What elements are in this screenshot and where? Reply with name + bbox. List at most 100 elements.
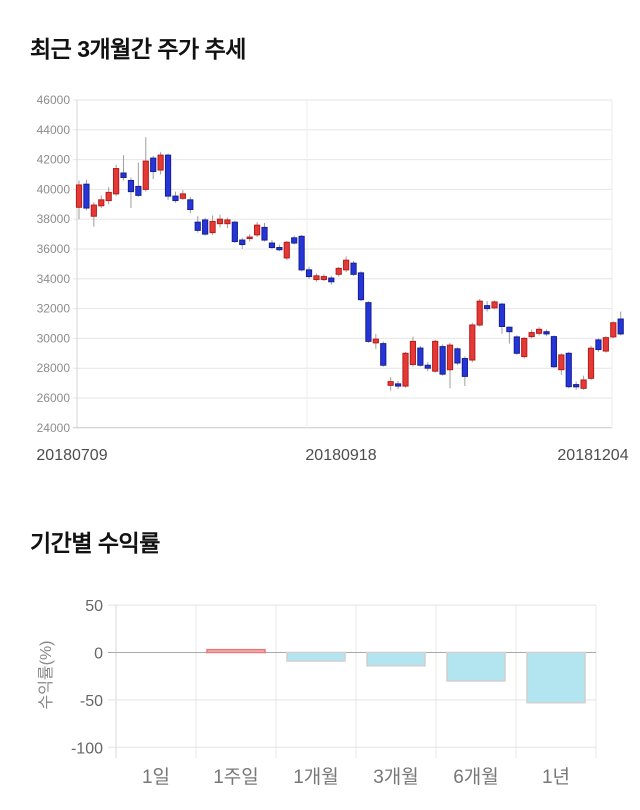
candlestick-up[interactable] bbox=[587, 345, 595, 381]
candlestick-up[interactable] bbox=[113, 164, 120, 197]
candlestick-up[interactable] bbox=[75, 180, 83, 220]
return-bar-6개월[interactable] bbox=[446, 651, 506, 682]
candle-body bbox=[454, 348, 461, 364]
candle-body bbox=[320, 276, 327, 281]
candlestick-up[interactable] bbox=[387, 377, 394, 391]
candlestick-down[interactable] bbox=[231, 220, 238, 244]
candlestick-up[interactable] bbox=[476, 298, 483, 327]
candlestick-up[interactable] bbox=[432, 339, 439, 373]
candle-body bbox=[246, 236, 253, 240]
candlestick-down[interactable] bbox=[298, 234, 305, 272]
candlestick-up[interactable] bbox=[209, 215, 216, 235]
candlestick-down[interactable] bbox=[357, 271, 365, 302]
candlestick-down[interactable] bbox=[268, 240, 276, 249]
category-label: 1년 bbox=[542, 766, 570, 788]
candlestick-down[interactable] bbox=[83, 179, 90, 211]
candlestick-down[interactable] bbox=[565, 351, 572, 389]
candlestick-down[interactable] bbox=[617, 311, 624, 336]
candlestick-up[interactable] bbox=[372, 333, 379, 349]
y-axis-tick-label: 32000 bbox=[37, 302, 71, 316]
candlestick-down[interactable] bbox=[394, 380, 402, 390]
candlestick-down[interactable] bbox=[164, 153, 172, 200]
candlestick-up[interactable] bbox=[610, 321, 617, 339]
candlestick-down[interactable] bbox=[276, 244, 283, 252]
candlestick-down[interactable] bbox=[202, 217, 209, 236]
candlestick-down[interactable] bbox=[239, 237, 246, 249]
candlestick-down[interactable] bbox=[380, 341, 387, 367]
candlestick-up[interactable] bbox=[528, 329, 535, 339]
candlestick-down[interactable] bbox=[194, 216, 201, 233]
candlestick-up[interactable] bbox=[313, 273, 320, 282]
candle-body bbox=[535, 328, 543, 334]
candlestick-down[interactable] bbox=[291, 235, 298, 245]
candlestick-down[interactable] bbox=[595, 338, 602, 352]
candlestick-down[interactable] bbox=[573, 381, 580, 390]
candlestick-down[interactable] bbox=[498, 302, 506, 334]
candlestick-down[interactable] bbox=[150, 155, 157, 179]
candlestick-down[interactable] bbox=[506, 326, 513, 344]
candle-body bbox=[558, 354, 565, 371]
return-bar-1개월[interactable] bbox=[286, 651, 346, 662]
y-axis-title: 수익률(%) bbox=[37, 640, 55, 709]
candle-body bbox=[313, 275, 320, 281]
candlestick-up[interactable] bbox=[90, 202, 97, 227]
candlestick-up[interactable] bbox=[320, 274, 327, 282]
return-bar-1년[interactable] bbox=[526, 651, 586, 704]
candlestick-up[interactable] bbox=[558, 353, 565, 375]
candlestick-up[interactable] bbox=[521, 336, 528, 359]
candlestick-down[interactable] bbox=[513, 335, 520, 355]
candlestick-down[interactable] bbox=[261, 222, 268, 242]
candlestick-down[interactable] bbox=[550, 335, 558, 369]
candlestick-down[interactable] bbox=[454, 347, 461, 366]
candle-body bbox=[417, 347, 424, 366]
candlestick-up[interactable] bbox=[343, 256, 350, 273]
candlestick-down[interactable] bbox=[365, 301, 372, 343]
candlestick-down[interactable] bbox=[424, 362, 431, 372]
candlestick-up[interactable] bbox=[335, 266, 342, 277]
candlestick-up[interactable] bbox=[469, 322, 476, 363]
candlestick-up[interactable] bbox=[446, 342, 454, 389]
candlestick-down[interactable] bbox=[543, 329, 550, 337]
candle-body bbox=[142, 160, 149, 190]
candlestick-down[interactable] bbox=[439, 344, 446, 376]
candle-body bbox=[491, 301, 498, 309]
candlestick-up[interactable] bbox=[491, 300, 498, 310]
candlestick-up[interactable] bbox=[602, 336, 609, 353]
returns-bar-chart: 50 0 -50 -100 수익률(%) 1일 1주일 1개월 3개월 6개월 1년 bbox=[37, 598, 597, 788]
candlestick-up[interactable] bbox=[179, 190, 186, 200]
y-axis-tick-label: 42000 bbox=[37, 153, 71, 167]
candlestick-down[interactable] bbox=[135, 162, 142, 197]
candlestick-down[interactable] bbox=[120, 155, 127, 181]
candlestick-up[interactable] bbox=[402, 351, 409, 388]
return-bar-1주일[interactable] bbox=[206, 648, 266, 654]
candlestick-down[interactable] bbox=[328, 275, 335, 285]
candlestick-up[interactable] bbox=[142, 137, 149, 192]
candlestick-up[interactable] bbox=[246, 234, 253, 242]
candlestick-up[interactable] bbox=[535, 327, 543, 336]
candlestick-up[interactable] bbox=[283, 240, 290, 261]
candlestick-down[interactable] bbox=[350, 260, 357, 276]
return-bar-3개월[interactable] bbox=[366, 651, 426, 667]
candle-body bbox=[202, 219, 209, 235]
candlestick-up[interactable] bbox=[409, 336, 417, 367]
candlestick-up[interactable] bbox=[216, 214, 224, 228]
candlestick-up[interactable] bbox=[105, 187, 112, 205]
candlestick-up[interactable] bbox=[253, 222, 261, 238]
candlestick-down[interactable] bbox=[417, 345, 424, 367]
candle-body bbox=[253, 224, 261, 236]
candlestick-down[interactable] bbox=[484, 301, 491, 312]
candlestick-down[interactable] bbox=[172, 191, 179, 203]
candlestick-down[interactable] bbox=[305, 266, 313, 279]
category-label: 3개월 bbox=[373, 766, 419, 788]
candlestick-up[interactable] bbox=[224, 217, 231, 229]
y-axis-tick-label: 36000 bbox=[37, 242, 71, 256]
candlestick-down[interactable] bbox=[187, 196, 194, 214]
candlestick-down[interactable] bbox=[127, 177, 135, 209]
candlestick-up[interactable] bbox=[580, 375, 587, 390]
x-axis-date-label: 20181204 bbox=[557, 447, 628, 464]
candlestick-up[interactable] bbox=[98, 195, 105, 209]
candlestick-down[interactable] bbox=[461, 356, 468, 387]
y-axis-tick-label: 44000 bbox=[37, 123, 71, 137]
candlestick-up[interactable] bbox=[157, 152, 164, 175]
